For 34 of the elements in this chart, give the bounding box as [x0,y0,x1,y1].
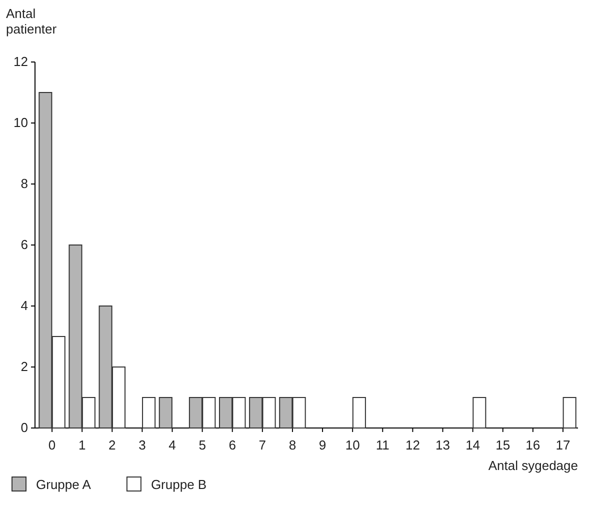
y-axis-title: Antal patienter [6,6,58,37]
y-tick-label: 6 [20,237,28,252]
bar [562,397,576,428]
x-tick-label: 9 [318,437,326,452]
x-axis-title: Antal sygedage [488,458,578,473]
y-tick-label: 8 [20,176,28,192]
legend-label: Gruppe B [150,477,207,492]
x-tick-label: 8 [288,437,296,452]
x-tick-label: 15 [496,437,510,452]
x-tick-label: 14 [466,437,480,452]
x-tick-label: 2 [108,437,116,452]
x-tick-label: 0 [48,437,56,452]
x-tick-label: 3 [138,437,146,452]
x-tick-label: 6 [228,437,236,452]
x-tick-label: 4 [168,437,176,452]
bar [158,397,172,428]
x-tick-label: 13 [436,437,450,452]
y-tick-label: 10 [14,115,28,130]
x-tick-label: 10 [345,437,360,452]
x-tick-label: 16 [526,437,540,452]
x-tick-label: 5 [198,437,206,452]
x-tick-label: 1 [78,437,86,452]
y-tick-label: 12 [14,54,28,70]
y-tick-label: 2 [20,359,28,374]
bar [352,397,366,428]
x-tick-label: 11 [376,437,390,452]
x-tick-label: 17 [556,437,570,452]
x-tick-label: 7 [258,437,266,452]
x-tick-label: 12 [405,437,420,452]
y-tick-label: 0 [20,420,28,436]
bar [472,397,486,428]
legend-label: Gruppe A [36,477,92,492]
y-tick-label: 4 [20,298,28,314]
bar [142,397,156,428]
